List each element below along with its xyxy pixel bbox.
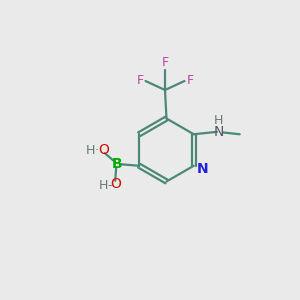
Text: ·: ·	[95, 144, 99, 157]
Text: H: H	[86, 144, 96, 157]
Text: -: -	[108, 179, 112, 192]
Text: N: N	[214, 125, 224, 139]
Text: N: N	[197, 162, 208, 176]
Text: H: H	[99, 179, 109, 192]
Text: O: O	[110, 177, 121, 191]
Text: H: H	[214, 114, 224, 127]
Text: O: O	[98, 143, 109, 157]
Text: F: F	[186, 74, 194, 88]
Text: F: F	[136, 74, 144, 88]
Text: F: F	[161, 56, 169, 70]
Text: B: B	[111, 157, 122, 171]
